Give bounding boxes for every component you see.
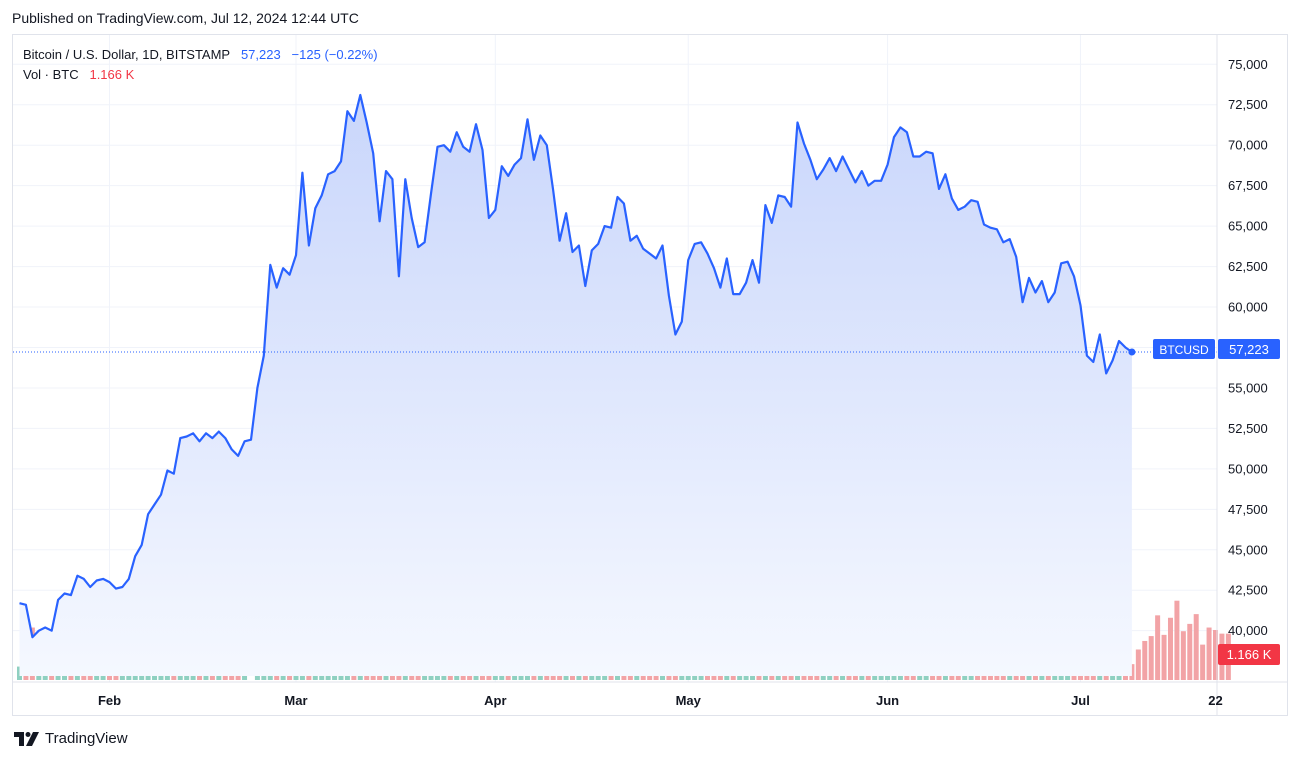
x-tick-label: Apr xyxy=(484,693,506,708)
x-tick-label: Mar xyxy=(284,693,307,708)
y-tick-label: 60,000 xyxy=(1228,300,1268,315)
x-tick-label: May xyxy=(676,693,702,708)
y-tick-label: 72,500 xyxy=(1228,97,1268,112)
volume-bar xyxy=(1135,649,1141,680)
symbol-tag-label: BTCUSD xyxy=(1159,343,1209,357)
legend-symbol: Bitcoin / U.S. Dollar, 1D, BITSTAMP xyxy=(23,47,231,62)
y-tick-label: 52,500 xyxy=(1228,421,1268,436)
volume-bar xyxy=(1155,615,1161,680)
y-tick-label: 62,500 xyxy=(1228,259,1268,274)
x-tick-label: Jun xyxy=(876,693,899,708)
chart-panel[interactable] xyxy=(12,34,1288,716)
volume-bar xyxy=(1206,627,1212,680)
y-tick-label: 75,000 xyxy=(1228,57,1268,72)
last-price-tag xyxy=(1218,339,1280,359)
y-tick-label: 47,500 xyxy=(1228,502,1268,517)
volume-bar xyxy=(1148,636,1154,680)
volume-bar xyxy=(1187,623,1193,680)
y-tick-label: 42,500 xyxy=(1228,583,1268,598)
legend-price: 57,223 xyxy=(240,47,281,62)
volume-bar xyxy=(1213,629,1218,680)
volume-bar xyxy=(1161,634,1167,680)
tradingview-brand-label: TradingView xyxy=(45,730,128,747)
price-line xyxy=(19,93,1133,639)
last-price-tag-label: 57,223 xyxy=(1229,342,1269,357)
published-caption: Published on TradingView.com, Jul 12, 20… xyxy=(12,10,359,26)
y-tick-label: 40,000 xyxy=(1228,623,1268,638)
chart-legend: Bitcoin / U.S. Dollar, 1D, BITSTAMP 57,2… xyxy=(23,45,378,85)
x-tick-label: 22 xyxy=(1208,693,1222,708)
legend-volume-row[interactable]: Vol · BTC 1.166 K xyxy=(23,65,378,85)
y-tick-label: 50,000 xyxy=(1228,461,1268,476)
legend-change: −125 (−0.22%) xyxy=(291,47,378,62)
legend-symbol-row[interactable]: Bitcoin / U.S. Dollar, 1D, BITSTAMP 57,2… xyxy=(23,45,378,65)
y-tick-label: 65,000 xyxy=(1228,219,1268,234)
volume-bar xyxy=(1200,644,1206,680)
axis-tags: BTCUSD 57,223 1.166 K xyxy=(1153,339,1280,665)
volume-tag xyxy=(1218,644,1280,665)
y-tick-label: 55,000 xyxy=(1228,380,1268,395)
legend-volume-value: 1.166 K xyxy=(89,67,135,82)
volume-tag-label: 1.166 K xyxy=(1227,647,1272,662)
last-price-dot xyxy=(1128,348,1136,356)
tradingview-brand[interactable]: TradingView xyxy=(14,730,128,747)
volume-bar xyxy=(1142,640,1148,680)
y-tick-label: 67,500 xyxy=(1228,178,1268,193)
x-tick-label: Jul xyxy=(1071,693,1090,708)
volume-bar xyxy=(1129,664,1135,680)
volume-bar xyxy=(1174,600,1180,680)
y-tick-label: 45,000 xyxy=(1228,542,1268,557)
price-area-fill xyxy=(19,95,1132,676)
x-tick-label: Feb xyxy=(98,693,121,708)
volume-bar xyxy=(1167,617,1173,680)
volume-bar xyxy=(1193,614,1199,680)
volume-bar xyxy=(1180,631,1186,680)
tradingview-logo-icon xyxy=(14,731,40,746)
legend-volume-label: Vol · BTC xyxy=(23,67,79,82)
x-axis[interactable]: Feb Mar Apr May Jun Jul 22 xyxy=(98,693,1223,708)
symbol-tag xyxy=(1153,339,1215,359)
y-tick-label: 70,000 xyxy=(1228,138,1268,153)
